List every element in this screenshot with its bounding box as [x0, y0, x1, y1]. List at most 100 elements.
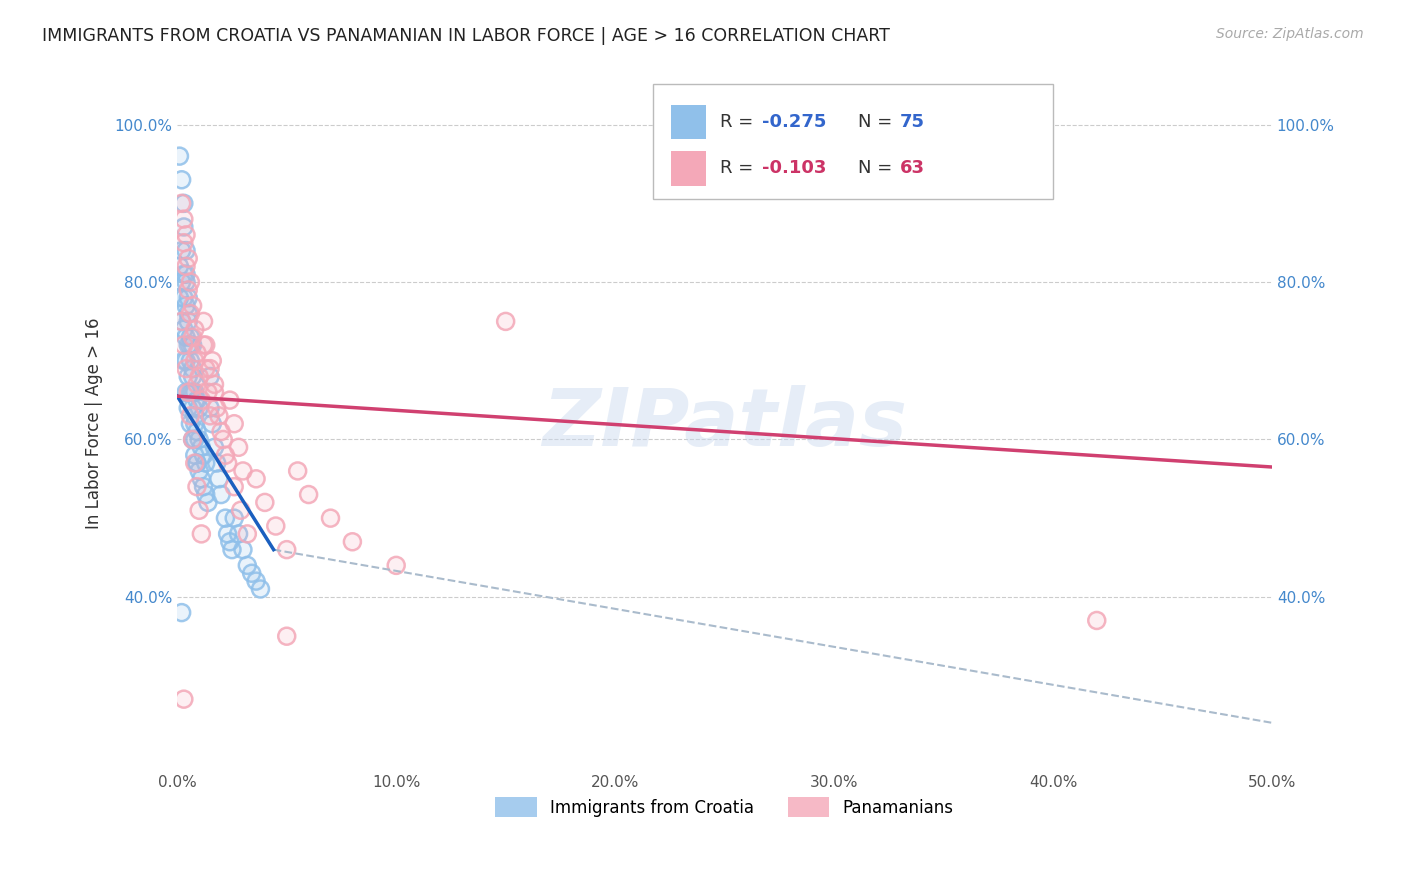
Point [193, 338, 215, 352]
Point [173, 235, 195, 250]
Point [174, 361, 197, 376]
Point [193, 480, 215, 494]
Point [188, 401, 211, 415]
Text: -0.275: -0.275 [762, 113, 827, 131]
Point [276, 629, 298, 643]
Point [245, 472, 267, 486]
Point [193, 314, 215, 328]
Text: Source: ZipAtlas.com: Source: ZipAtlas.com [1216, 27, 1364, 41]
Point [173, 338, 195, 352]
Point [221, 542, 243, 557]
Point [240, 566, 263, 581]
Point [186, 346, 208, 360]
Point [214, 511, 236, 525]
FancyBboxPatch shape [671, 151, 706, 186]
Point [177, 314, 200, 328]
Point [179, 330, 201, 344]
Point [228, 440, 250, 454]
Point [170, 314, 193, 328]
Point [217, 456, 239, 470]
Point [174, 275, 197, 289]
Point [179, 417, 201, 431]
Point [197, 385, 219, 400]
Point [208, 409, 231, 423]
Point [174, 299, 197, 313]
Point [173, 322, 195, 336]
Point [194, 361, 217, 376]
Point [179, 307, 201, 321]
Point [214, 448, 236, 462]
Point [204, 440, 226, 454]
Point [174, 330, 197, 344]
Point [173, 219, 195, 234]
Point [181, 330, 204, 344]
Point [181, 330, 204, 344]
Point [184, 448, 207, 462]
Point [228, 527, 250, 541]
Point [214, 511, 236, 525]
Point [194, 338, 217, 352]
Point [174, 267, 197, 281]
Point [184, 322, 207, 336]
Point [232, 542, 254, 557]
Point [264, 519, 287, 533]
Point [186, 480, 208, 494]
Text: ZIPatlas: ZIPatlas [543, 384, 907, 463]
Point [201, 417, 224, 431]
Point [181, 433, 204, 447]
Point [177, 307, 200, 321]
Point [186, 456, 208, 470]
Point [197, 495, 219, 509]
Point [173, 219, 195, 234]
Point [174, 244, 197, 258]
Point [240, 566, 263, 581]
Text: N =: N = [858, 160, 898, 178]
Point [174, 361, 197, 376]
Point [186, 393, 208, 408]
Point [201, 417, 224, 431]
Point [319, 511, 342, 525]
Point [224, 511, 246, 525]
Point [170, 314, 193, 328]
Point [236, 558, 259, 573]
Point [194, 487, 217, 501]
Point [212, 433, 235, 447]
Point [177, 252, 200, 266]
Point [218, 534, 240, 549]
Point [177, 369, 200, 384]
Point [177, 283, 200, 297]
Point [194, 456, 217, 470]
Point [174, 227, 197, 242]
Point [181, 385, 204, 400]
Point [177, 283, 200, 297]
Point [186, 377, 208, 392]
Point [194, 456, 217, 470]
Point [190, 440, 212, 454]
Point [319, 511, 342, 525]
Point [177, 291, 200, 305]
Point [197, 495, 219, 509]
Point [177, 314, 200, 328]
FancyBboxPatch shape [671, 105, 706, 139]
Point [174, 275, 197, 289]
Point [169, 291, 191, 305]
Point [170, 275, 193, 289]
Point [249, 582, 271, 596]
Point [204, 385, 226, 400]
Point [188, 369, 211, 384]
Point [193, 480, 215, 494]
Point [181, 433, 204, 447]
Point [218, 534, 240, 549]
Point [181, 361, 204, 376]
Point [193, 338, 215, 352]
Point [181, 385, 204, 400]
Point [181, 433, 204, 447]
Point [1085, 614, 1108, 628]
Point [173, 267, 195, 281]
Point [342, 534, 364, 549]
Point [181, 369, 204, 384]
Point [173, 235, 195, 250]
Point [236, 527, 259, 541]
Point [173, 212, 195, 227]
Point [177, 252, 200, 266]
